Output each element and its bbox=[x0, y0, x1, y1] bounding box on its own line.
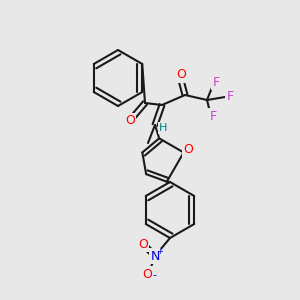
Text: F: F bbox=[226, 91, 234, 103]
Text: F: F bbox=[209, 110, 217, 122]
Text: O: O bbox=[184, 143, 194, 156]
Text: O: O bbox=[138, 238, 148, 250]
Text: O: O bbox=[176, 68, 186, 82]
Text: H: H bbox=[159, 123, 167, 133]
Text: O: O bbox=[142, 268, 152, 281]
Text: F: F bbox=[212, 76, 220, 88]
Text: N: N bbox=[150, 250, 160, 262]
Text: O: O bbox=[125, 115, 135, 128]
Text: +: + bbox=[157, 247, 164, 256]
Text: -: - bbox=[152, 270, 156, 280]
